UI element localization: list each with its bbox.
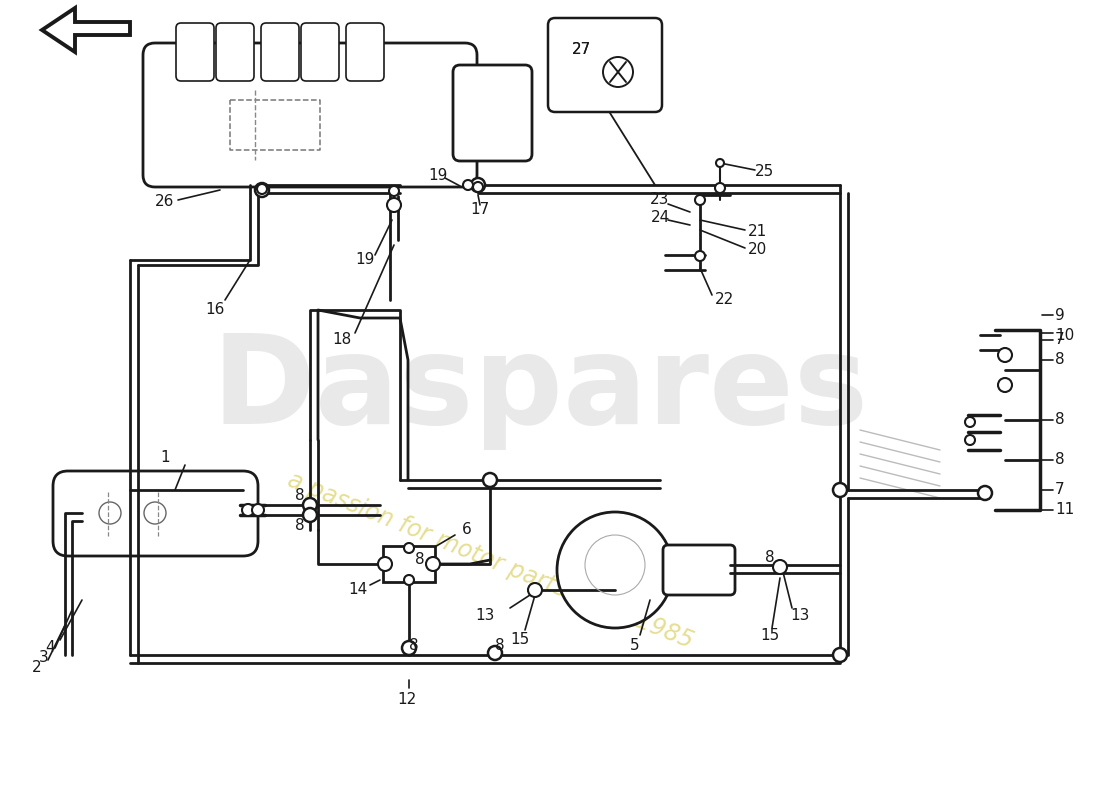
Circle shape (471, 178, 485, 192)
Circle shape (833, 648, 847, 662)
Text: 1: 1 (161, 450, 169, 466)
Text: 19: 19 (428, 167, 448, 182)
Circle shape (998, 378, 1012, 392)
Circle shape (378, 557, 392, 571)
Text: 24: 24 (650, 210, 670, 226)
FancyBboxPatch shape (143, 43, 477, 187)
Circle shape (528, 583, 542, 597)
Text: 11: 11 (1055, 502, 1075, 518)
Text: 14: 14 (349, 582, 367, 598)
Polygon shape (42, 8, 130, 52)
Text: 10: 10 (1055, 327, 1075, 342)
Text: 21: 21 (748, 225, 768, 239)
FancyBboxPatch shape (548, 18, 662, 112)
Text: 8: 8 (415, 553, 425, 567)
Text: 8: 8 (409, 638, 419, 653)
Text: 23: 23 (650, 193, 670, 207)
Circle shape (488, 646, 502, 660)
Text: 12: 12 (397, 692, 417, 707)
Circle shape (715, 183, 725, 193)
Text: a passion for motor parts since 1985: a passion for motor parts since 1985 (284, 467, 696, 653)
FancyBboxPatch shape (216, 23, 254, 81)
Circle shape (404, 575, 414, 585)
Circle shape (998, 348, 1012, 362)
Circle shape (252, 504, 264, 516)
FancyBboxPatch shape (383, 546, 434, 582)
Text: 8: 8 (1055, 413, 1065, 427)
Text: 22: 22 (715, 293, 735, 307)
FancyBboxPatch shape (301, 23, 339, 81)
Circle shape (302, 498, 317, 512)
Circle shape (389, 186, 399, 196)
Text: 27: 27 (572, 42, 592, 57)
Circle shape (965, 417, 975, 427)
Circle shape (387, 198, 402, 212)
Text: 8: 8 (295, 487, 305, 502)
Circle shape (965, 435, 975, 445)
Text: 4: 4 (45, 641, 55, 655)
Text: 25: 25 (756, 165, 774, 179)
Text: 2: 2 (32, 661, 42, 675)
Circle shape (978, 486, 992, 500)
Text: 27: 27 (572, 42, 592, 57)
Text: 6: 6 (462, 522, 472, 538)
Text: 8: 8 (1055, 453, 1065, 467)
Circle shape (257, 184, 267, 194)
Text: 8: 8 (295, 518, 305, 533)
Text: 15: 15 (510, 633, 529, 647)
Circle shape (242, 504, 254, 516)
Circle shape (773, 560, 786, 574)
Text: 5: 5 (630, 638, 640, 653)
Text: 26: 26 (155, 194, 175, 210)
Text: 15: 15 (760, 627, 780, 642)
Text: 8: 8 (495, 638, 505, 653)
FancyBboxPatch shape (261, 23, 299, 81)
Text: 19: 19 (355, 253, 375, 267)
FancyBboxPatch shape (453, 65, 532, 161)
Circle shape (716, 159, 724, 167)
Text: 20: 20 (748, 242, 768, 258)
Text: 13: 13 (475, 607, 495, 622)
FancyBboxPatch shape (176, 23, 214, 81)
Circle shape (557, 512, 673, 628)
Circle shape (473, 182, 483, 192)
Text: 13: 13 (790, 607, 810, 622)
Circle shape (695, 251, 705, 261)
Circle shape (833, 483, 847, 497)
Text: 17: 17 (471, 202, 490, 218)
FancyBboxPatch shape (346, 23, 384, 81)
Circle shape (402, 641, 416, 655)
Circle shape (695, 195, 705, 205)
Text: Daspares: Daspares (211, 330, 869, 450)
Text: 9: 9 (1055, 307, 1065, 322)
Text: 7: 7 (1055, 482, 1065, 498)
Text: 7: 7 (1055, 333, 1065, 347)
Circle shape (463, 180, 473, 190)
Text: 8: 8 (766, 550, 774, 566)
Circle shape (483, 473, 497, 487)
Text: 3: 3 (40, 650, 48, 666)
FancyBboxPatch shape (663, 545, 735, 595)
Text: 16: 16 (206, 302, 224, 318)
Text: 8: 8 (1055, 353, 1065, 367)
FancyBboxPatch shape (53, 471, 258, 556)
Circle shape (426, 557, 440, 571)
Circle shape (255, 183, 270, 197)
Circle shape (404, 543, 414, 553)
Text: 18: 18 (332, 333, 352, 347)
Circle shape (302, 508, 317, 522)
